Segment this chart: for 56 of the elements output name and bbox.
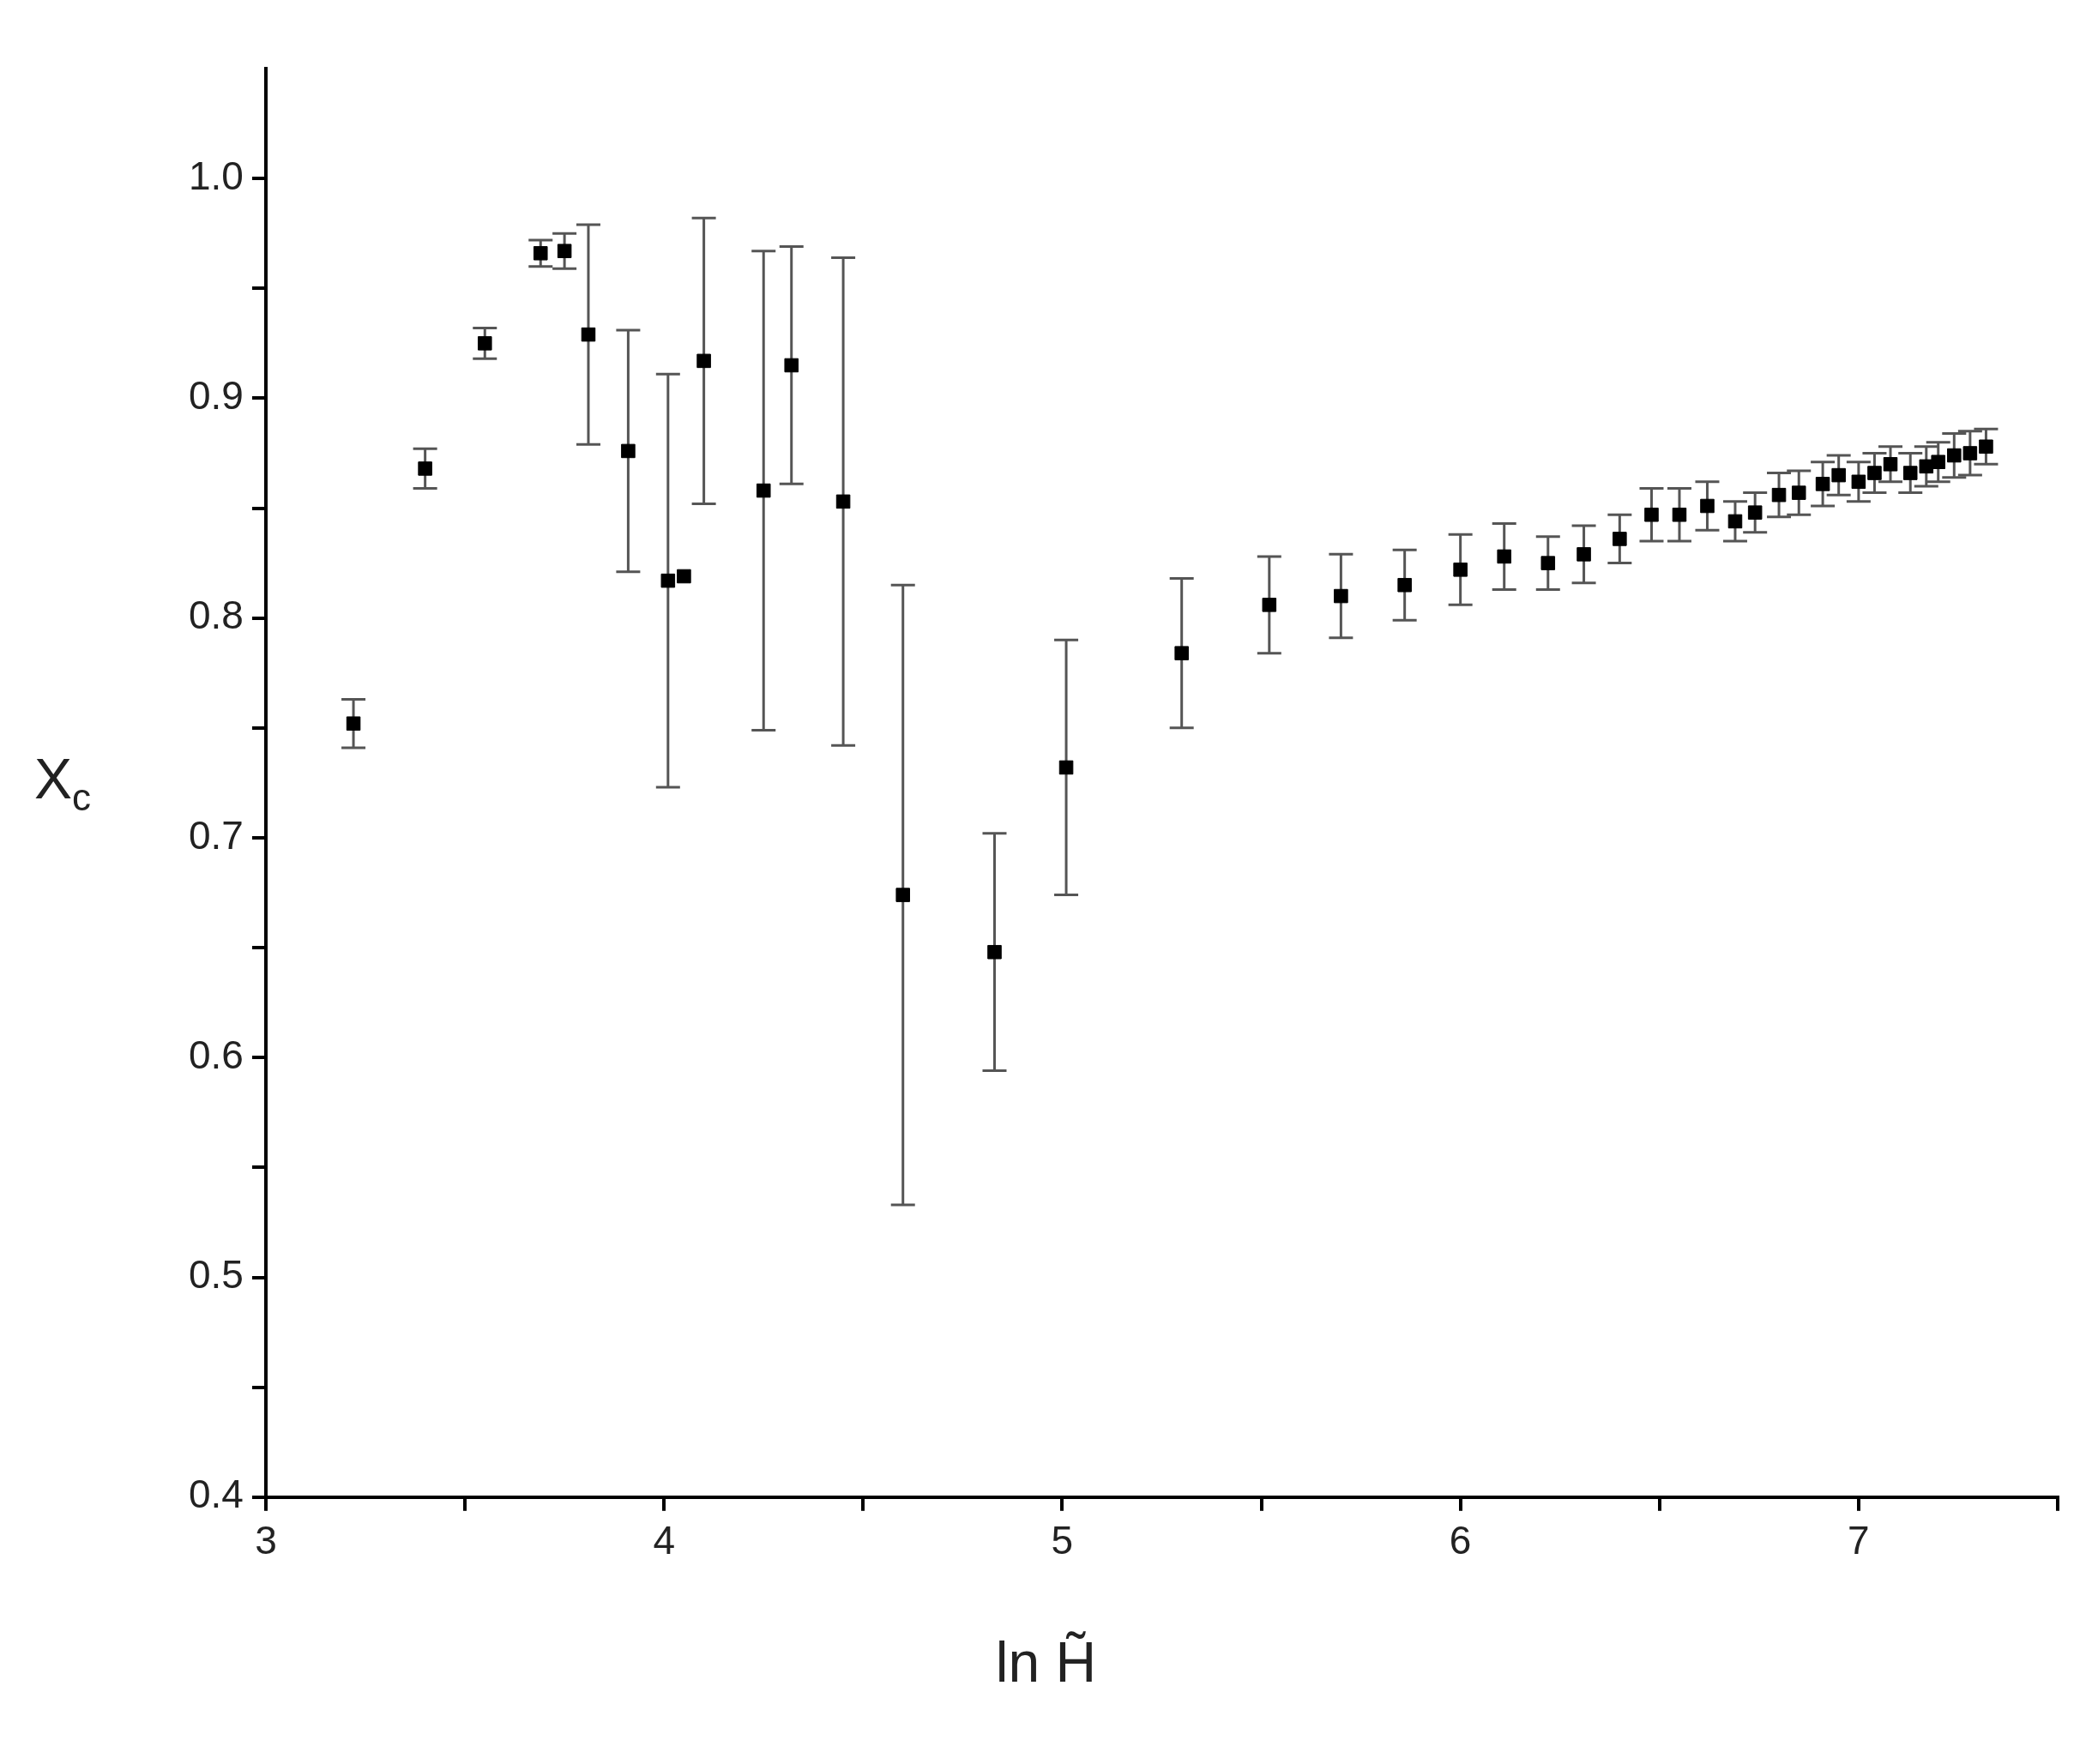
x-tick-label: 6: [1449, 1518, 1472, 1563]
point: [581, 327, 596, 342]
point: [418, 461, 432, 476]
point: [1727, 514, 1743, 529]
y-tick-label: 0.9: [188, 373, 244, 418]
point: [660, 573, 676, 588]
y-tick-label: 0.6: [188, 1032, 244, 1077]
point: [1962, 446, 1978, 461]
point: [1979, 439, 1993, 455]
point: [1497, 549, 1511, 564]
x-tick-label: 4: [653, 1518, 675, 1563]
y-tick-label: 0.8: [188, 593, 244, 638]
point: [1867, 466, 1882, 480]
point: [533, 245, 548, 261]
x-tick-label: 7: [1848, 1518, 1870, 1563]
point: [1883, 457, 1898, 472]
point: [1540, 556, 1556, 570]
point: [346, 716, 361, 731]
point: [895, 888, 910, 902]
point: [756, 483, 771, 498]
point: [478, 336, 492, 351]
point: [1815, 477, 1830, 491]
y-tick-label: 0.4: [188, 1472, 244, 1517]
point: [1851, 474, 1866, 490]
point: [1262, 598, 1277, 612]
point: [557, 244, 572, 258]
y-tick-label: 0.7: [188, 812, 244, 858]
point: [1577, 547, 1591, 562]
point: [1644, 507, 1659, 522]
point: [677, 569, 691, 584]
point: [1453, 563, 1468, 577]
point: [1791, 485, 1806, 500]
point: [1672, 507, 1687, 522]
y-axis-title: X$_{c}$: [34, 746, 92, 820]
point: [1831, 467, 1846, 483]
point: [1771, 487, 1787, 503]
point: [1700, 498, 1715, 514]
x-tick-label: 5: [1051, 1518, 1074, 1563]
point: [621, 443, 636, 459]
point: [696, 353, 711, 369]
point: [1174, 646, 1189, 660]
point: [1947, 448, 1962, 463]
point: [835, 494, 851, 509]
point: [1747, 505, 1763, 520]
point: [784, 358, 799, 373]
point: [1397, 577, 1412, 593]
point: [1334, 588, 1348, 604]
x-axis-title: ln H̃: [994, 1629, 1098, 1695]
point: [1058, 760, 1074, 775]
point: [1902, 466, 1918, 480]
point: [987, 944, 1002, 960]
point: [1613, 532, 1627, 546]
point: [1931, 455, 1946, 470]
x-tick-label: 3: [255, 1518, 277, 1563]
y-tick-label: 1.0: [188, 153, 244, 198]
y-tick-label: 0.5: [188, 1252, 244, 1297]
